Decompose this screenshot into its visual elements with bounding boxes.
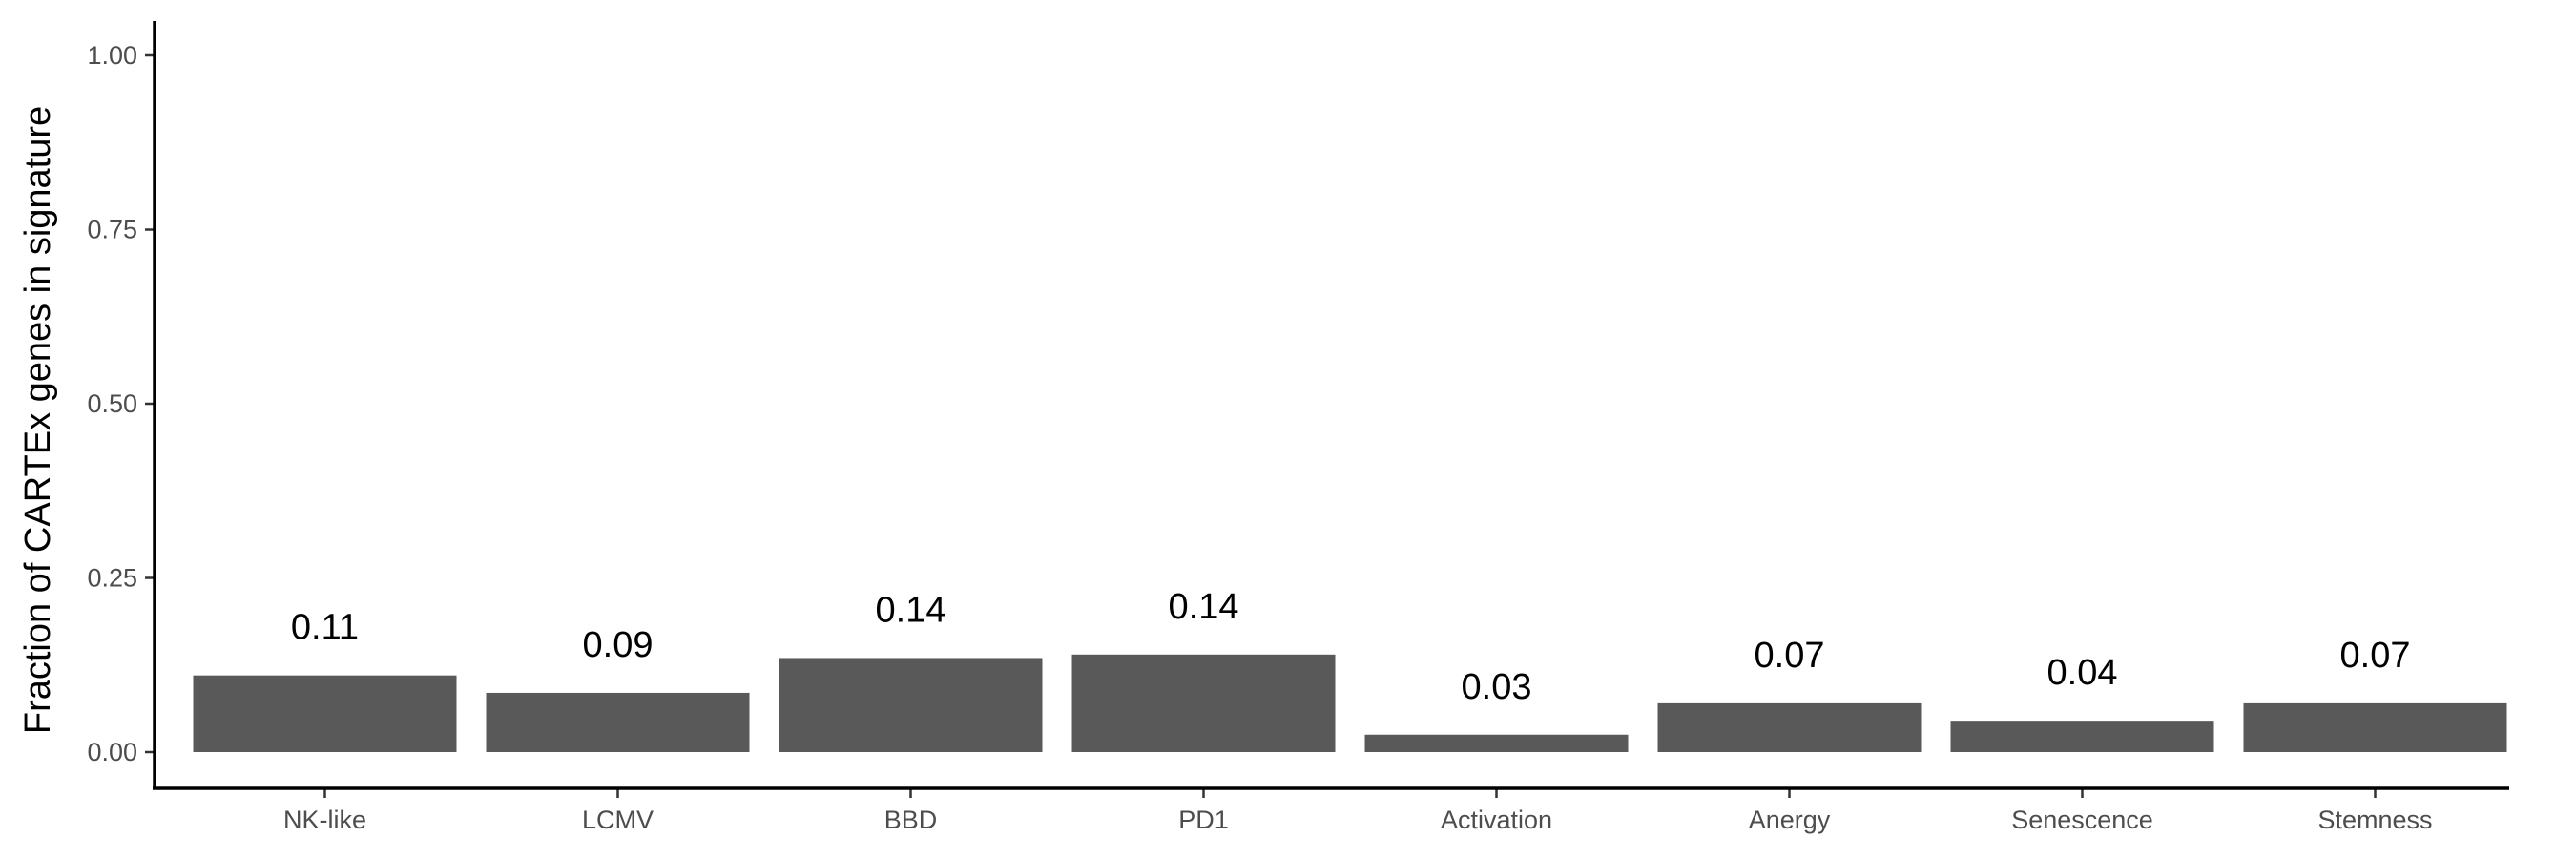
bar bbox=[779, 658, 1043, 752]
bar bbox=[1950, 721, 2214, 752]
x-tick-label: Stemness bbox=[2317, 806, 2432, 834]
data-label: 0.14 bbox=[876, 590, 946, 630]
data-label: 0.07 bbox=[1755, 636, 1825, 676]
bar bbox=[1364, 734, 1629, 752]
x-tick-label: LCMV bbox=[582, 806, 654, 834]
x-tick-label: PD1 bbox=[1178, 806, 1229, 834]
data-labels: 0.11 0.09 0.14 0.14 0.03 0.07 0.04 0.07 bbox=[291, 587, 2411, 707]
y-axis-ticks: 0.00 0.25 0.50 0.75 1.00 bbox=[87, 41, 155, 766]
data-label: 0.14 bbox=[1169, 587, 1239, 627]
bar bbox=[486, 692, 750, 752]
data-label: 0.04 bbox=[2047, 653, 2118, 693]
data-label: 0.09 bbox=[583, 625, 654, 665]
x-tick-label: Senescence bbox=[2011, 806, 2153, 834]
y-tick-label: 0.75 bbox=[87, 216, 137, 244]
data-label: 0.07 bbox=[2340, 636, 2411, 676]
bars bbox=[193, 654, 2507, 752]
x-tick-label: Activation bbox=[1441, 806, 1552, 834]
x-tick-label: NK-like bbox=[283, 806, 366, 834]
bar bbox=[1657, 702, 1922, 752]
bar bbox=[193, 675, 457, 752]
y-tick-label: 0.50 bbox=[87, 389, 137, 418]
bar bbox=[1071, 654, 1336, 752]
data-label: 0.03 bbox=[1462, 667, 1532, 707]
data-label: 0.11 bbox=[291, 608, 359, 648]
y-axis-title: Fraction of CARTEx genes in signature bbox=[18, 106, 58, 734]
y-tick-label: 0.00 bbox=[87, 738, 137, 766]
y-tick-label: 1.00 bbox=[87, 41, 137, 70]
x-tick-label: BBD bbox=[884, 806, 938, 834]
x-tick-label: Anergy bbox=[1749, 806, 1831, 834]
bar bbox=[2243, 702, 2507, 752]
y-tick-label: 0.25 bbox=[87, 564, 137, 593]
x-axis-ticks: NK-like LCMV BBD PD1 Activation Anergy Senesce… bbox=[283, 788, 2433, 834]
